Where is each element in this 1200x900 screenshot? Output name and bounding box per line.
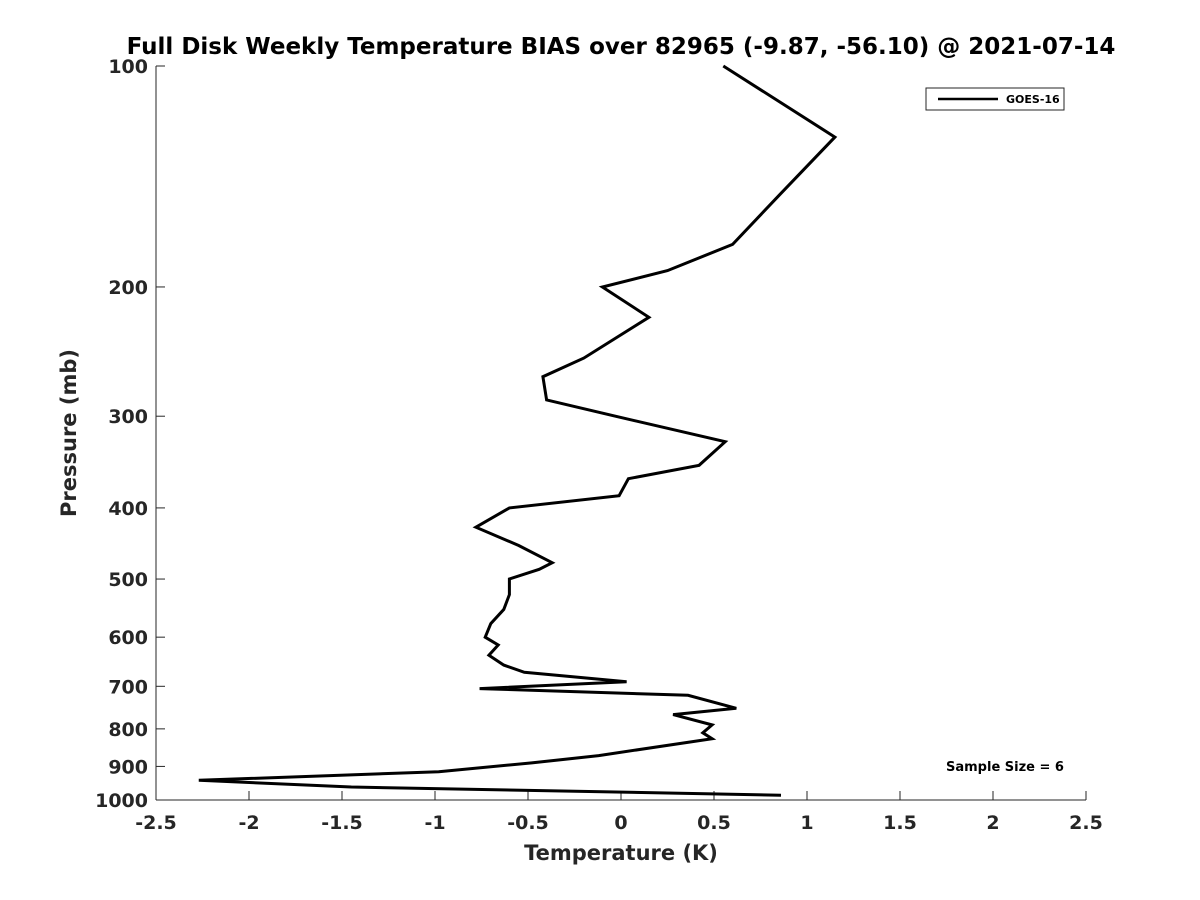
x-tick-label: 1 [800, 812, 813, 834]
x-tick-label: -2.5 [135, 812, 177, 834]
sample-size-annotation: Sample Size = 6 [946, 760, 1064, 775]
chart-title: Full Disk Weekly Temperature BIAS over 8… [127, 34, 1116, 60]
x-tick-label: 2.5 [1069, 812, 1103, 834]
y-tick-label: 900 [108, 756, 148, 778]
y-tick-label: 800 [108, 719, 148, 741]
x-tick-label: 1.5 [883, 812, 917, 834]
axes-background [156, 66, 1086, 800]
y-tick-label: 1000 [95, 790, 148, 812]
y-tick-label: 300 [108, 406, 148, 428]
x-tick-label: -0.5 [507, 812, 549, 834]
y-tick-label: 500 [108, 569, 148, 591]
y-tick-label: 600 [108, 627, 148, 649]
y-axis-label: Pressure (mb) [57, 349, 81, 517]
y-axis-ticks: 100 200 300 400 500 600 700 800 900 1000 [95, 56, 165, 812]
y-tick-label: 700 [108, 676, 148, 698]
plot-area: -2.5 -2 -1.5 -1 -0.5 0 0.5 1 1.5 2 2.5 100 200 300 40… [95, 56, 1103, 834]
x-tick-label: -2 [238, 812, 259, 834]
x-axis-ticks: -2.5 -2 -1.5 -1 -0.5 0 0.5 1 1.5 2 2.5 [135, 791, 1103, 834]
x-tick-label: -1 [424, 812, 445, 834]
x-tick-label: 0 [614, 812, 627, 834]
x-tick-label: -1.5 [321, 812, 363, 834]
y-tick-label: 100 [108, 56, 148, 78]
y-tick-label: 200 [108, 277, 148, 299]
y-tick-label: 400 [108, 498, 148, 520]
legend-label-goes-16: GOES-16 [1006, 93, 1060, 106]
series-group [198, 64, 838, 797]
x-tick-label: 0.5 [697, 812, 731, 834]
x-axis-label: Temperature (K) [524, 841, 718, 865]
series-line-goes-16 [198, 64, 838, 797]
x-tick-label: 2 [986, 812, 999, 834]
legend: GOES-16 [925, 87, 1065, 111]
